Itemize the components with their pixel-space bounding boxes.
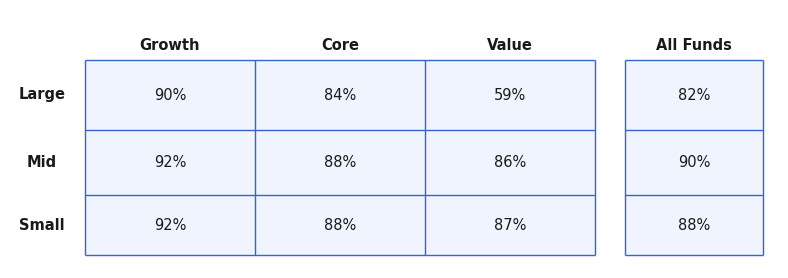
Text: All Funds: All Funds [656, 38, 732, 53]
Text: Large: Large [18, 88, 65, 103]
Text: 92%: 92% [154, 217, 186, 232]
Text: 90%: 90% [678, 155, 710, 170]
Text: 87%: 87% [494, 217, 526, 232]
Text: Value: Value [487, 38, 533, 53]
Text: Growth: Growth [139, 38, 200, 53]
Text: Small: Small [19, 217, 65, 232]
Text: 82%: 82% [678, 88, 710, 103]
Text: Core: Core [321, 38, 359, 53]
Text: 92%: 92% [154, 155, 186, 170]
Text: 88%: 88% [678, 217, 710, 232]
Text: 88%: 88% [324, 217, 356, 232]
Text: 59%: 59% [494, 88, 526, 103]
Text: Mid: Mid [27, 155, 57, 170]
Text: 86%: 86% [494, 155, 526, 170]
Text: 90%: 90% [154, 88, 186, 103]
Text: 84%: 84% [324, 88, 356, 103]
Text: 88%: 88% [324, 155, 356, 170]
